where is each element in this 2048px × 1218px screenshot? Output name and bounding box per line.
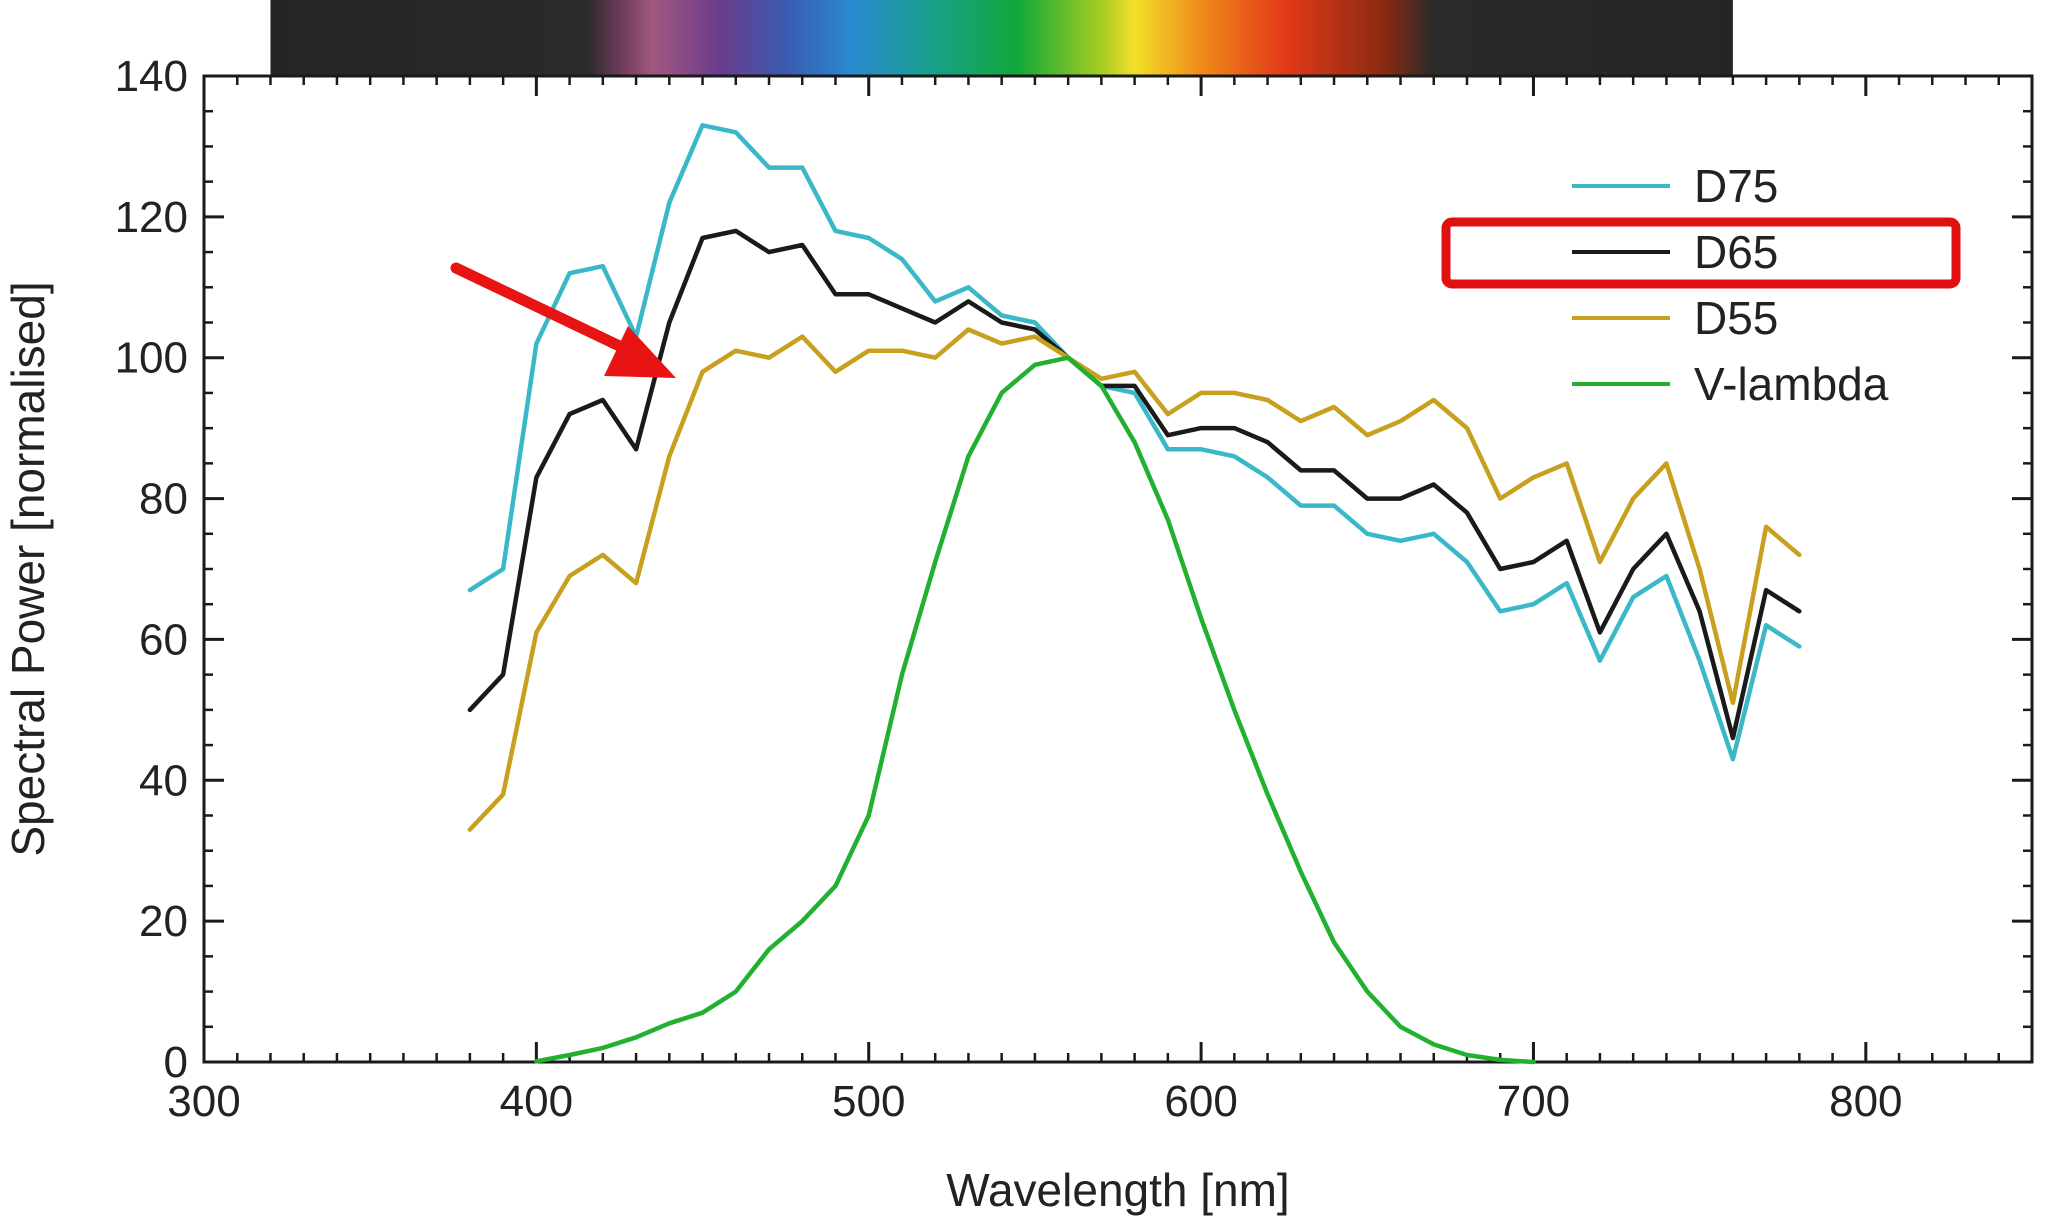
minor-ticks: [204, 76, 2034, 1062]
legend: D75 D65 D55 V-lambda: [1572, 160, 1889, 410]
series-lines: [467, 123, 1802, 1065]
x-tick-labels: 300 400 500 600 700 800: [167, 1077, 1902, 1126]
x-axis-title: Wavelength [nm]: [946, 1164, 1289, 1216]
legend-entry-d75: D75: [1572, 160, 1778, 212]
legend-label-v-lambda: V-lambda: [1694, 358, 1889, 410]
series-line-d65: [467, 228, 1802, 741]
legend-entry-d55: D55: [1572, 292, 1778, 344]
x-tick-label: 700: [1497, 1077, 1570, 1126]
y-tick-label: 140: [115, 52, 188, 101]
y-tick-label: 40: [139, 756, 188, 805]
arrow-shaft: [450, 262, 638, 358]
y-axis-title: Spectral Power [normalised]: [2, 281, 54, 856]
x-tick-label: 400: [500, 1077, 573, 1126]
x-tick-label: 300: [167, 1077, 240, 1126]
arrow-head: [604, 326, 676, 378]
major-ticks: [202, 74, 2032, 1064]
legend-label-d65: D65: [1694, 226, 1778, 278]
legend-label-d75: D75: [1694, 160, 1778, 212]
series-line-d75: [467, 123, 1802, 762]
legend-entry-v-lambda: V-lambda: [1572, 358, 1889, 410]
y-tick-label: 120: [115, 193, 188, 242]
y-tick-label: 0: [164, 1038, 188, 1087]
x-tick-label: 500: [832, 1077, 905, 1126]
series-line-d55: [467, 327, 1802, 832]
y-tick-label: 60: [139, 615, 188, 664]
legend-label-d55: D55: [1694, 292, 1778, 344]
x-tick-label: 800: [1829, 1077, 1902, 1126]
legend-highlight-box: [1441, 217, 1961, 289]
red-arrow-annotation: [450, 262, 676, 378]
spectrum-bar: [270, 0, 1733, 76]
legend-entry-d65: D65: [1572, 226, 1778, 278]
y-tick-label: 80: [139, 475, 188, 524]
y-tick-label: 100: [115, 334, 188, 383]
series-line-v-lambda: [534, 355, 1536, 1065]
y-tick-label: 20: [139, 897, 188, 946]
y-tick-labels: 0 20 40 60 80 100 120 140: [115, 52, 188, 1087]
x-tick-label: 600: [1164, 1077, 1237, 1126]
